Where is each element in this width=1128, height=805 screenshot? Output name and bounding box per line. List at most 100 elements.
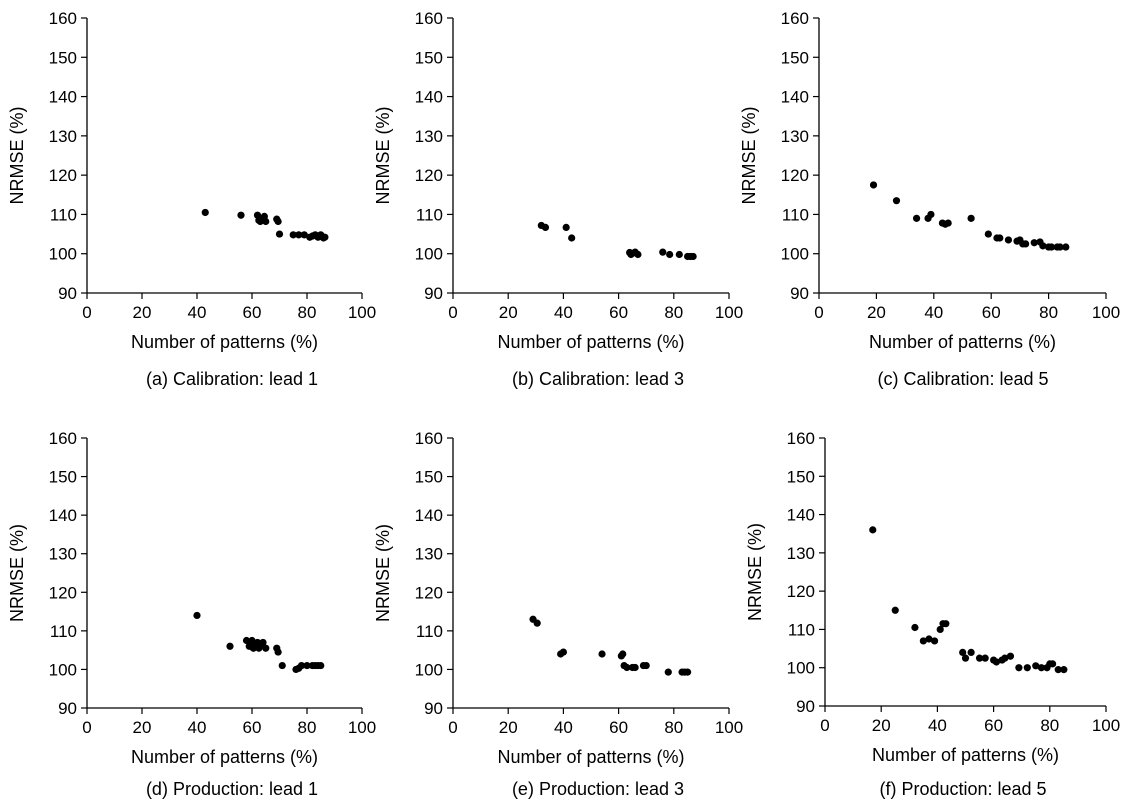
y-tick-label: 100 [415, 660, 443, 679]
data-point [311, 661, 319, 670]
x-tick-label: 0 [82, 303, 91, 322]
x-tick-label: 40 [188, 718, 207, 737]
y-tick-label: 90 [424, 699, 443, 718]
y-tick-label: 140 [415, 88, 443, 107]
data-point [1013, 237, 1021, 245]
data-point [1039, 242, 1047, 250]
data-point [274, 217, 282, 226]
y-axis-label: NRMSE (%) [745, 523, 765, 621]
x-axis-label: Number of patterns (%) [497, 747, 684, 767]
data-point [1023, 664, 1031, 672]
y-tick-label: 110 [50, 205, 77, 224]
data-point [314, 661, 322, 670]
x-tick-label: 80 [298, 718, 317, 737]
x-tick-label: 0 [82, 718, 91, 737]
data-point [642, 661, 650, 670]
y-tick-label: 130 [49, 127, 77, 146]
data-point [308, 232, 317, 240]
data-point [975, 654, 984, 662]
data-point [678, 668, 686, 676]
panel-caption: (f) Production: lead 5 [879, 779, 1046, 799]
data-point [253, 211, 262, 219]
x-tick-label: 0 [448, 718, 457, 737]
data-point [1060, 666, 1068, 674]
y-tick-label: 150 [415, 48, 443, 67]
x-tick-label: 60 [609, 718, 628, 737]
x-axis-label: Number of patterns (%) [131, 747, 318, 767]
data-point [1049, 660, 1057, 668]
data-point [273, 215, 281, 223]
y-tick-label: 90 [796, 697, 815, 716]
x-axis-label: Number of patterns (%) [497, 332, 684, 352]
data-point [998, 656, 1006, 664]
x-tick-label: 20 [872, 716, 891, 735]
x-tick-label: 100 [1092, 303, 1120, 322]
data-point [319, 234, 328, 242]
data-point [245, 642, 253, 650]
data-point [251, 640, 259, 648]
data-point [869, 526, 877, 534]
panel-caption: (b) Calibration: lead 3 [512, 369, 684, 389]
x-axis-label: Number of patterns (%) [872, 745, 1059, 765]
y-tick-label: 140 [49, 506, 77, 525]
data-point [529, 615, 537, 623]
data-point [242, 636, 251, 645]
data-point [1053, 243, 1061, 251]
y-tick-label: 130 [49, 545, 77, 564]
x-tick-label: 80 [1039, 303, 1058, 322]
data-point [1019, 240, 1027, 248]
data-point [911, 623, 919, 632]
data-point [1032, 662, 1040, 670]
y-tick-label: 110 [50, 622, 77, 641]
data-point [562, 223, 570, 231]
y-axis-label: NRMSE (%) [373, 524, 393, 622]
y-tick-label: 90 [58, 699, 77, 718]
data-point [274, 648, 282, 656]
x-tick-label: 100 [348, 718, 376, 737]
data-point [620, 661, 628, 670]
y-tick-label: 100 [787, 659, 815, 678]
y-tick-label: 160 [787, 429, 815, 448]
x-tick-label: 80 [664, 303, 683, 322]
data-point [1056, 243, 1064, 251]
x-tick-label: 20 [133, 718, 152, 737]
panel-caption: (d) Production: lead 1 [146, 779, 318, 799]
data-point [289, 231, 297, 239]
data-point [256, 640, 264, 648]
y-tick-label: 120 [781, 166, 809, 185]
data-point [936, 625, 944, 634]
data-point [967, 214, 975, 222]
x-tick-label: 80 [1040, 716, 1059, 735]
x-tick-label: 60 [243, 303, 262, 322]
panel-caption: (a) Calibration: lead 1 [146, 369, 318, 389]
data-point [944, 219, 952, 227]
y-tick-label: 150 [781, 48, 809, 67]
data-point [941, 220, 949, 228]
data-point [664, 668, 672, 676]
data-point [262, 217, 270, 226]
data-point [321, 233, 329, 241]
data-point [631, 663, 639, 672]
data-point [1016, 236, 1024, 244]
y-tick-label: 140 [781, 88, 809, 107]
data-point [1004, 236, 1013, 244]
data-point [292, 665, 300, 674]
y-tick-label: 150 [787, 467, 815, 486]
y-tick-label: 150 [49, 48, 77, 67]
data-point [627, 250, 635, 259]
y-tick-label: 130 [415, 545, 443, 564]
x-tick-label: 60 [609, 303, 628, 322]
data-point [273, 644, 281, 652]
data-point [924, 214, 932, 222]
data-point [311, 231, 319, 239]
data-point [689, 252, 697, 261]
y-tick-label: 110 [788, 620, 815, 639]
data-point [568, 234, 576, 242]
y-tick-label: 130 [787, 544, 815, 563]
y-tick-label: 160 [415, 429, 443, 448]
